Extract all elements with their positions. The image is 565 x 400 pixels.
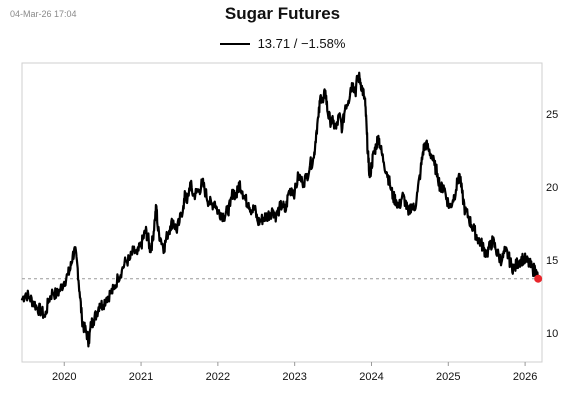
x-tick-label: 2025 [436, 371, 460, 383]
y-tick-labels: 10 15 20 25 [546, 109, 558, 340]
plot-frame [21, 62, 543, 363]
y-tick-label: 25 [546, 109, 558, 121]
x-tick-label: 2026 [513, 371, 537, 383]
timestamp: 04-Mar-26 17:04 [10, 9, 77, 19]
series-line [20, 71, 540, 348]
y-tick-label: 10 [546, 328, 558, 340]
x-tick-labels: 2020 2021 2022 2023 2024 2025 2026 [52, 362, 537, 383]
legend: 13.71 / −1.58% [0, 36, 565, 51]
x-tick-label: 2023 [282, 371, 306, 383]
chart-title: Sugar Futures [224, 4, 341, 23]
legend-value: 13.71 / −1.58% [257, 36, 346, 51]
legend-line-swatch [219, 42, 250, 45]
x-tick-label: 2022 [206, 371, 230, 383]
x-tick-label: 2020 [52, 371, 76, 383]
last-point-marker [534, 274, 543, 283]
y-tick-label: 15 [546, 255, 558, 267]
x-tick-label: 2021 [129, 371, 153, 383]
y-tick-label: 20 [546, 182, 558, 194]
x-tick-label: 2024 [359, 371, 383, 383]
